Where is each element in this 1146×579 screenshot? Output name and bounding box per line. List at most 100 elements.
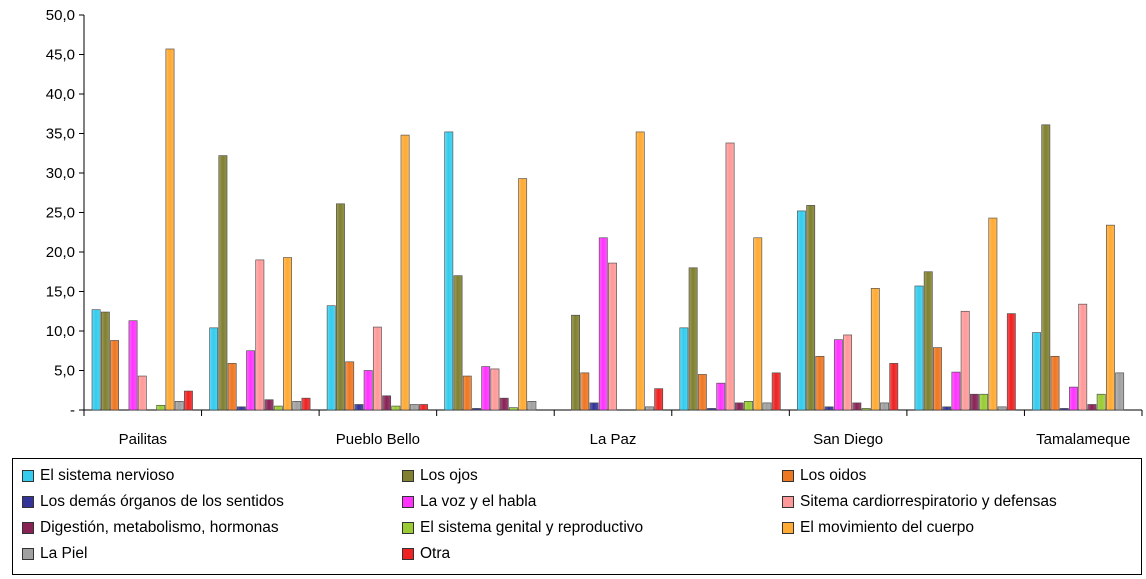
bar — [654, 388, 664, 411]
bar — [753, 237, 763, 411]
bar — [462, 375, 472, 411]
y-tick-label: 50,0 — [46, 7, 75, 24]
bar — [1078, 303, 1088, 411]
bar — [942, 406, 952, 411]
bar — [1006, 313, 1016, 411]
bar — [453, 275, 463, 411]
x-tick-label: San Diego — [813, 431, 883, 448]
bar — [345, 361, 355, 411]
bar — [725, 142, 735, 411]
bar — [951, 371, 961, 411]
legend-swatch — [402, 496, 414, 508]
legend-label: La voz y el habla — [420, 493, 537, 510]
bar — [481, 366, 491, 411]
bar — [372, 326, 382, 411]
bar — [861, 408, 871, 411]
legend-swatch — [22, 522, 34, 534]
bar — [969, 393, 979, 411]
legend-label: El sistema nervioso — [40, 467, 175, 484]
bar — [174, 401, 184, 411]
legend-swatch — [22, 548, 34, 560]
legend-label: Sitema cardiorrespiratorio y defensas — [800, 493, 1057, 510]
bar — [184, 390, 193, 411]
bar — [527, 401, 537, 411]
legend-label: El sistema genital y reproductivo — [420, 519, 644, 536]
legend-label: Los oidos — [800, 467, 867, 484]
legend-swatch — [402, 522, 414, 534]
bar — [255, 259, 265, 411]
bar — [1041, 124, 1051, 411]
bar — [707, 408, 716, 411]
bar — [679, 327, 689, 411]
legend-item: Los ojos — [402, 463, 782, 489]
bar — [236, 406, 246, 411]
bar — [762, 402, 772, 411]
bar — [91, 309, 101, 411]
bar — [292, 401, 302, 411]
legend-label: El movimiento del cuerpo — [800, 519, 975, 536]
legend-swatch — [22, 496, 34, 508]
bar — [580, 372, 590, 411]
legend-label: Los demás órganos de los sentidos — [40, 493, 284, 510]
y-tick-label: 40,0 — [46, 86, 75, 103]
bar — [518, 178, 528, 411]
legend-item: El sistema genital y reproductivo — [402, 515, 782, 541]
legend-item: El movimiento del cuerpo — [782, 515, 1146, 541]
legend-item: El sistema nervioso — [22, 463, 402, 489]
legend-swatch — [782, 470, 794, 482]
y-tick-label: 20,0 — [46, 244, 75, 261]
bar — [880, 402, 889, 411]
bar — [914, 285, 924, 411]
bar — [734, 402, 744, 411]
legend-label: Los ojos — [420, 467, 478, 484]
bar — [889, 363, 899, 411]
bar — [490, 368, 500, 411]
y-tick-label: 30,0 — [46, 165, 75, 182]
bar — [1032, 332, 1041, 411]
legend-swatch — [782, 522, 794, 534]
bar — [744, 401, 753, 411]
bar — [806, 205, 816, 411]
bar — [209, 327, 219, 411]
bar — [716, 382, 726, 411]
bar — [933, 347, 942, 411]
bar — [472, 408, 481, 411]
legend-swatch — [402, 470, 414, 482]
bar — [336, 203, 345, 411]
bar — [227, 363, 237, 411]
bar — [283, 257, 292, 411]
y-tick-label: 15,0 — [46, 284, 75, 301]
bar — [508, 407, 518, 411]
bar — [264, 399, 274, 411]
bar — [354, 404, 364, 411]
bar — [598, 237, 608, 411]
y-tick-label: 5,0 — [54, 363, 75, 380]
chart: - 5,0 10,0 15,0 20,0 25,0 30,0 35,0 40,0 45,0 50,0… — [46, 7, 1143, 448]
bar — [273, 405, 283, 411]
bar — [301, 397, 311, 411]
bar — [363, 370, 373, 411]
bar — [419, 404, 428, 411]
bar — [1069, 386, 1078, 411]
bar — [852, 402, 862, 411]
bar — [1096, 393, 1106, 411]
bar — [979, 393, 989, 411]
bar — [697, 374, 707, 411]
bar — [128, 320, 138, 411]
bar — [382, 395, 392, 411]
bar — [645, 406, 654, 411]
legend-label: Digestión, metabolismo, hormonas — [40, 519, 279, 536]
legend: El sistema nervioso Los ojos Los oidos Los … — [12, 458, 1142, 575]
bar — [843, 334, 853, 411]
x-tick-label: Pailitas — [119, 431, 167, 448]
legend-item: Digestión, metabolismo, hormonas — [22, 515, 402, 541]
bar — [218, 155, 228, 411]
legend-label: Otra — [420, 545, 451, 562]
bar — [326, 305, 336, 411]
y-tick-label: 45,0 — [46, 47, 75, 64]
bar — [923, 271, 933, 411]
legend-item: Otra — [402, 541, 782, 567]
bar — [771, 372, 781, 411]
bar — [571, 314, 580, 411]
x-tick-label: La Paz — [590, 431, 637, 448]
